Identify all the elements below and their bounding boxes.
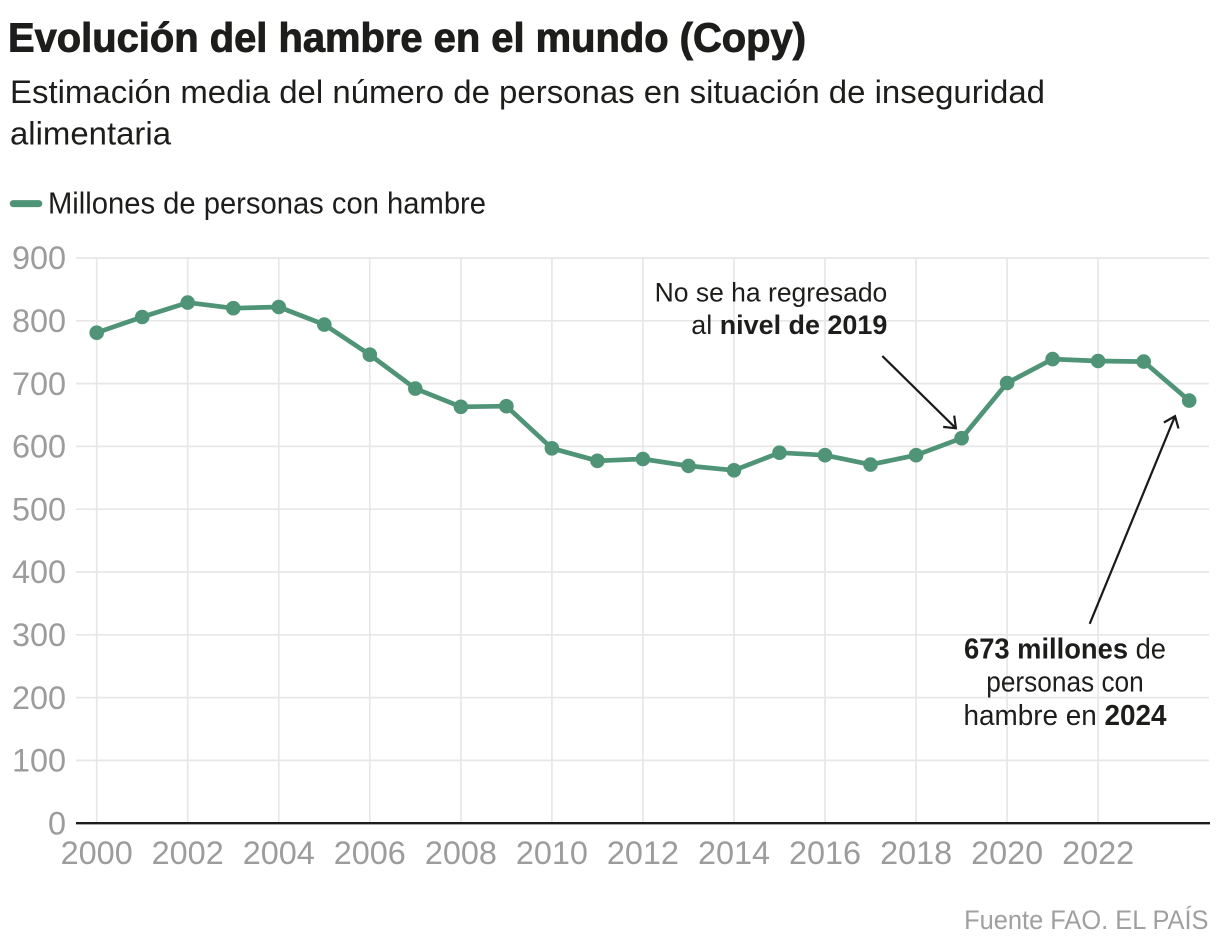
svg-text:2018: 2018	[880, 835, 952, 871]
svg-text:2022: 2022	[1062, 835, 1134, 871]
svg-text:hambre en 2024: hambre en 2024	[964, 700, 1167, 732]
svg-text:500: 500	[12, 491, 66, 527]
svg-text:2010: 2010	[516, 835, 588, 871]
svg-text:2002: 2002	[152, 835, 224, 871]
svg-text:Evolución del hambre en el mun: Evolución del hambre en el mundo (Copy)	[8, 15, 806, 61]
svg-text:2012: 2012	[607, 835, 679, 871]
svg-text:900: 900	[12, 240, 66, 276]
svg-text:personas con: personas con	[986, 667, 1144, 699]
svg-text:2016: 2016	[789, 835, 861, 871]
svg-text:alimentaria: alimentaria	[10, 115, 171, 151]
svg-text:al nivel de 2019: al nivel de 2019	[691, 309, 887, 340]
svg-text:2008: 2008	[425, 835, 497, 871]
svg-text:800: 800	[12, 303, 66, 339]
svg-text:100: 100	[12, 743, 66, 779]
svg-text:0: 0	[48, 805, 66, 841]
svg-text:2014: 2014	[698, 835, 770, 871]
svg-text:2020: 2020	[971, 835, 1043, 871]
svg-text:300: 300	[12, 617, 66, 653]
svg-text:2006: 2006	[334, 835, 406, 871]
svg-text:400: 400	[12, 554, 66, 590]
svg-text:600: 600	[12, 429, 66, 465]
svg-text:700: 700	[12, 366, 66, 402]
svg-text:673 millones de: 673 millones de	[964, 634, 1166, 666]
svg-text:Millones de personas con hambr: Millones de personas con hambre	[48, 186, 486, 221]
svg-text:Fuente FAO. EL PAÍS: Fuente FAO. EL PAÍS	[964, 905, 1208, 935]
svg-text:200: 200	[12, 680, 66, 716]
svg-text:2004: 2004	[243, 835, 315, 871]
svg-text:2000: 2000	[61, 835, 133, 871]
svg-text:No se ha regresado: No se ha regresado	[655, 276, 888, 307]
svg-text:Estimación media del número de: Estimación media del número de personas …	[10, 74, 1045, 110]
